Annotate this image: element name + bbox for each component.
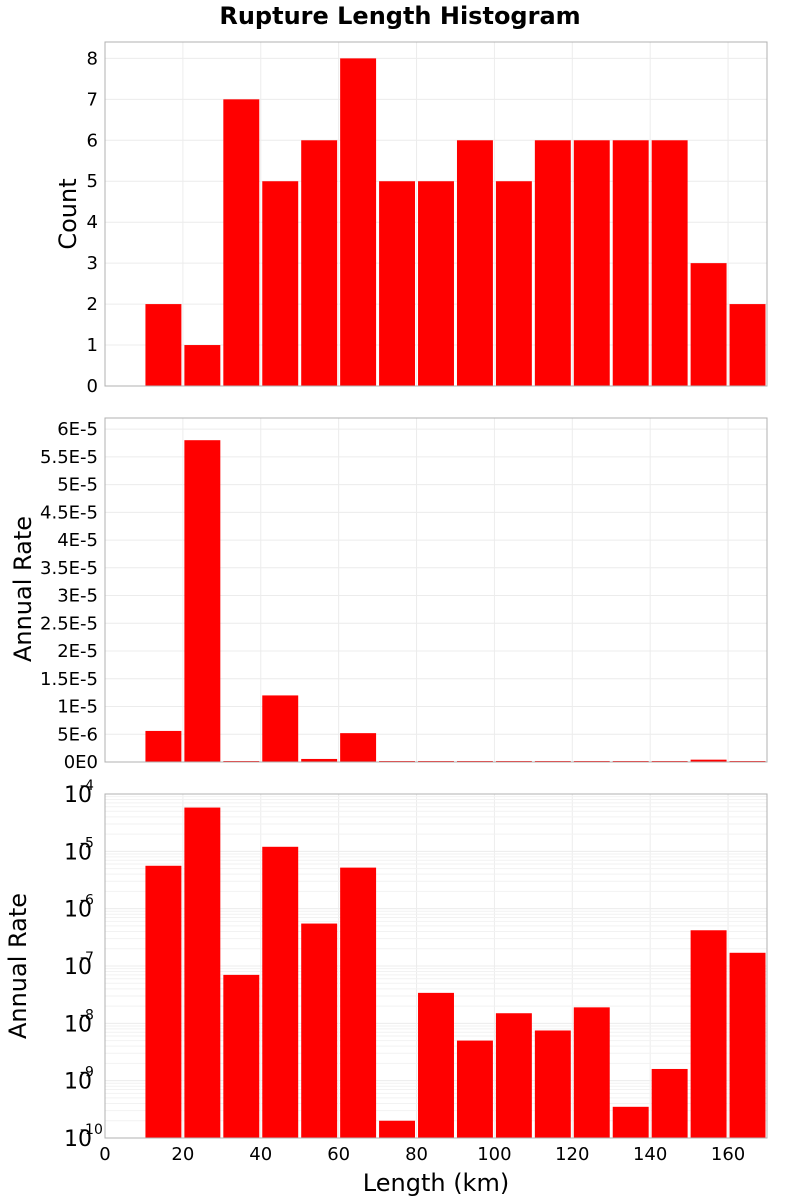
y-tick-label: 3.5E-5 xyxy=(40,558,98,579)
y-tick-label: 8 xyxy=(87,48,98,69)
y-tick-label-base: 10 xyxy=(64,1070,92,1095)
histogram-bar xyxy=(301,758,338,762)
histogram-bar xyxy=(729,304,766,386)
y-tick-label: 1.5E-5 xyxy=(40,669,98,690)
histogram-bar xyxy=(301,140,338,386)
histogram-bar xyxy=(651,1068,688,1138)
y-tick-label-base: 10 xyxy=(64,955,92,980)
y-tick-label-base: 10 xyxy=(64,840,92,865)
histogram-bar xyxy=(223,99,260,386)
y-tick-label: 0E0 xyxy=(64,752,98,773)
plot-frame xyxy=(104,417,768,763)
histogram-bar xyxy=(184,345,221,386)
y-tick-label: 3 xyxy=(87,253,98,274)
histogram-bar xyxy=(379,181,416,386)
y-tick-label-exponent: -5 xyxy=(80,835,94,851)
histogram-bar xyxy=(418,992,454,1138)
y-tick-label: 5E-5 xyxy=(57,475,98,496)
histogram-bar xyxy=(495,181,532,386)
histogram-bar xyxy=(145,865,182,1138)
histogram-bar xyxy=(262,181,299,386)
y-tick-label: 5.5E-5 xyxy=(40,447,98,468)
histogram-bar xyxy=(573,1007,610,1138)
histogram-bar xyxy=(418,181,454,386)
histogram-bar xyxy=(495,1013,532,1138)
y-tick-label-exponent: -7 xyxy=(80,950,94,966)
y-tick-label-exponent: -6 xyxy=(80,893,94,909)
plot-frame xyxy=(104,793,768,1139)
histogram-bar xyxy=(534,1030,571,1138)
histogram-bar xyxy=(456,1040,493,1138)
chart-title: Rupture Length Histogram xyxy=(219,2,580,30)
x-tick-label: 120 xyxy=(555,1144,589,1165)
x-axis-label: Length (km) xyxy=(363,1169,509,1197)
histogram-bar xyxy=(262,695,299,762)
log-rate-panel-ylabel: Annual Rate xyxy=(4,893,32,1039)
y-tick-label: 6E-5 xyxy=(57,419,98,440)
y-tick-label: 5 xyxy=(87,171,98,192)
histogram-bar xyxy=(690,263,727,386)
histogram-bar xyxy=(729,952,766,1138)
linear-rate-panel-ylabel: Annual Rate xyxy=(9,516,37,662)
y-tick-label: 2.5E-5 xyxy=(40,613,98,634)
y-tick-label-base: 10 xyxy=(64,1127,92,1152)
histogram-bar xyxy=(612,1106,649,1138)
y-tick-label: 4 xyxy=(87,212,98,233)
y-tick-label-base: 10 xyxy=(64,898,92,923)
y-tick-label: 2E-5 xyxy=(57,641,98,662)
histogram-bar xyxy=(456,140,493,386)
y-tick-label-base: 10 xyxy=(64,783,92,808)
x-tick-label: 40 xyxy=(249,1144,272,1165)
histogram-bar xyxy=(340,733,377,762)
y-tick-label: 6 xyxy=(87,130,98,151)
y-tick-label-exponent: -8 xyxy=(80,1007,94,1023)
histogram-bar xyxy=(379,1120,416,1138)
y-tick-label: 5E-6 xyxy=(57,724,98,745)
histogram-bar xyxy=(612,140,649,386)
y-tick-label: 1 xyxy=(87,335,98,356)
x-tick-label: 0 xyxy=(99,1144,110,1165)
y-tick-label: 4E-5 xyxy=(57,530,98,551)
histogram-bar xyxy=(340,58,377,386)
histogram-bar xyxy=(145,304,182,386)
x-tick-label: 60 xyxy=(327,1144,350,1165)
histogram-bar xyxy=(690,759,727,762)
histogram-bar xyxy=(651,140,688,386)
count-panel-ylabel: Count xyxy=(54,178,82,249)
y-tick-label-exponent: -4 xyxy=(80,778,94,794)
y-tick-label: 0 xyxy=(87,376,98,397)
histogram-bar xyxy=(573,140,610,386)
annual-rate-linear-panel: 0E0 5E-6 1E-5 1.5E-5 2E-5 2.5E-5 3E-5 3.5E-5 4E-… xyxy=(40,417,768,773)
histogram-bar xyxy=(184,440,221,762)
histogram-bar xyxy=(534,140,571,386)
histogram-bar xyxy=(223,974,260,1138)
y-tick-label: 1E-5 xyxy=(57,697,98,718)
y-tick-label-exponent: -9 xyxy=(80,1065,94,1081)
count-panel: 0 1 2 3 4 5 6 7 8 xyxy=(87,41,768,397)
histogram-bar xyxy=(145,730,182,762)
x-tick-label: 140 xyxy=(633,1144,667,1165)
histogram-bar xyxy=(340,867,377,1138)
x-tick-label: 80 xyxy=(405,1144,428,1165)
x-tick-label: 20 xyxy=(171,1144,194,1165)
y-tick-label: 2 xyxy=(87,294,98,315)
y-tick-label: 4.5E-5 xyxy=(40,502,98,523)
plot-frame xyxy=(104,41,768,387)
x-tick-label: 100 xyxy=(477,1144,511,1165)
y-tick-label: 7 xyxy=(87,89,98,110)
y-tick-label-exponent: -10 xyxy=(80,1122,103,1138)
histogram-bar xyxy=(262,846,299,1138)
histogram-bar xyxy=(690,930,727,1138)
histogram-bar xyxy=(301,923,338,1138)
histogram-bar xyxy=(184,807,221,1138)
y-tick-label: 3E-5 xyxy=(57,586,98,607)
y-tick-label-base: 10 xyxy=(64,1012,92,1037)
x-tick-label: 160 xyxy=(711,1144,745,1165)
